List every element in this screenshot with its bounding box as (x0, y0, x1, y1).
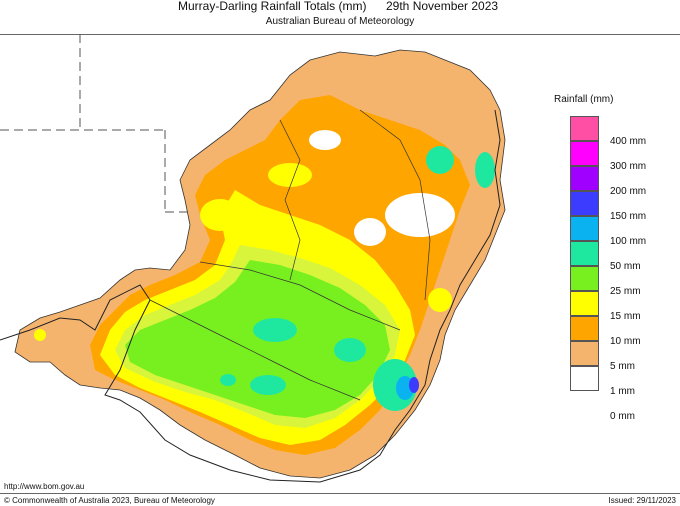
legend-swatch (570, 391, 599, 416)
legend-label: 1 mm (610, 386, 635, 397)
legend-item: 200 mm (570, 166, 680, 197)
legend-label: 100 mm (610, 236, 647, 247)
legend-swatch (570, 341, 599, 366)
legend-swatch (570, 141, 599, 166)
map-subtitle: Australian Bureau of Meteorology (265, 16, 415, 27)
legend-label: 400 mm (610, 136, 647, 147)
legend-swatch (570, 166, 599, 191)
legend-label: 15 mm (610, 311, 641, 322)
legend-label: 200 mm (610, 186, 647, 197)
legend-swatch (570, 241, 599, 266)
legend-item: 15 mm (570, 291, 680, 322)
legend-swatch (570, 266, 599, 291)
legend-label: 50 mm (610, 261, 641, 272)
issued-date: Issued: 29/11/2023 (608, 496, 676, 505)
legend-swatch (570, 191, 599, 216)
legend-swatch (570, 116, 599, 141)
legend-item: 5 mm (570, 341, 680, 372)
rain-zone-0mm (122, 130, 455, 453)
rain-zone-10mm-north (34, 163, 452, 341)
legend-item: 100 mm (570, 216, 680, 247)
legend-item: 400 mm (570, 116, 680, 147)
legend-label: 150 mm (610, 211, 647, 222)
rain-zone-150mm (409, 377, 419, 393)
legend-item: 300 mm (570, 141, 680, 172)
map-frame (0, 34, 680, 494)
legend-item: 150 mm (570, 191, 680, 222)
legend-label: 25 mm (610, 286, 641, 297)
copyright-text: © Commonwealth of Australia 2023, Bureau… (4, 496, 215, 505)
rainfall-map (0, 34, 506, 483)
legend: Rainfall (mm) 400 mm 300 mm 200 mm 150 mm 10… (548, 94, 668, 422)
legend-label: 10 mm (610, 336, 641, 347)
legend-label: 300 mm (610, 161, 647, 172)
legend-swatch (570, 316, 599, 341)
catchment-lines (149, 109, 431, 401)
title-date: 29th November 2023 (386, 0, 499, 13)
rain-zone-25mm (125, 260, 390, 418)
title-text: Murray-Darling Rainfall Totals (mm) (178, 0, 367, 13)
legend-item: 25 mm (570, 266, 680, 297)
legend-label: 5 mm (610, 361, 635, 372)
legend-item: 0 mm (570, 391, 680, 422)
basin-boundary (14, 49, 506, 479)
source-url[interactable]: http://www.bom.gov.au (4, 482, 85, 491)
coastline (0, 109, 501, 483)
legend-title: Rainfall (mm) (554, 94, 614, 105)
legend-item: 1 mm (570, 366, 680, 397)
legend-swatch (570, 291, 599, 316)
legend-swatch (570, 366, 599, 391)
legend-swatch (570, 216, 599, 241)
legend-label: 0 mm (610, 411, 635, 422)
rain-zone-50mm (220, 146, 495, 411)
legend-item: 50 mm (570, 241, 680, 272)
legend-item: 10 mm (570, 316, 680, 347)
